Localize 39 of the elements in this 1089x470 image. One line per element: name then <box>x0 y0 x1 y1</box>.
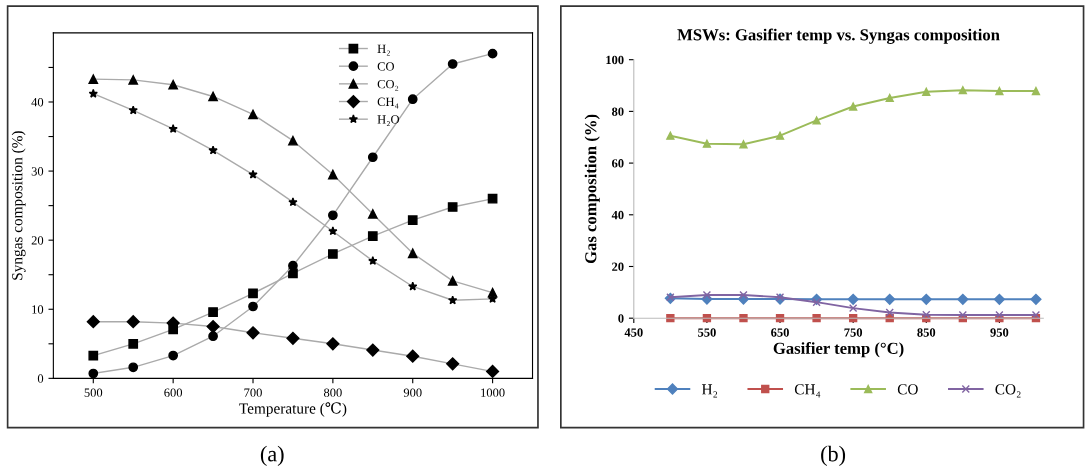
x-tick-label: 950 <box>990 328 1009 337</box>
x-tick-label: 900 <box>403 388 422 397</box>
y-tick-label: 100 <box>606 55 624 65</box>
y-axis-title: Gas composition (%) <box>584 114 600 264</box>
y-tick-label: 60 <box>612 159 624 168</box>
x-tick-label: 800 <box>323 388 342 397</box>
x-tick-label: 750 <box>844 328 863 337</box>
legend-label: CH₄ <box>377 97 399 109</box>
legend-label: CO₂ <box>995 384 1021 398</box>
y-tick-label: 40 <box>611 210 624 220</box>
x-tick-label: 600 <box>164 388 183 397</box>
x-tick-label: 1000 <box>481 388 505 397</box>
legend-label: H₂ <box>377 44 390 56</box>
y-tick-label: 20 <box>612 262 624 271</box>
y-tick-label: 20 <box>31 236 44 245</box>
x-tick-label: 850 <box>917 328 936 337</box>
y-tick-label: 10 <box>32 305 44 314</box>
x-tick-label: 700 <box>244 388 262 397</box>
x-axis-title: Temperature (℃) <box>239 402 347 417</box>
legend-label: CH₄ <box>794 384 821 398</box>
legend-label: H₂O <box>377 115 400 127</box>
y-tick-label: 80 <box>611 107 624 116</box>
x-tick-label: 450 <box>624 328 643 337</box>
x-tick-label: 550 <box>698 328 716 337</box>
text: (b) <box>821 445 846 466</box>
x-axis-title: Gasifier temp (°C) <box>773 342 904 358</box>
chart-title: MSWs: Gasifier temp vs. Syngas composition <box>677 28 1000 44</box>
y-tick-label: 30 <box>31 167 44 176</box>
y-tick-label: 0 <box>618 314 624 323</box>
legend-label: CO <box>897 384 918 395</box>
legend-label: H₂ <box>701 384 718 398</box>
y-tick-label: 0 <box>37 374 44 383</box>
text: (a) <box>260 445 284 466</box>
y-axis-title: Syngas composition (%) <box>11 131 26 280</box>
legend-label: CO₂ <box>377 79 399 91</box>
y-tick-label: 40 <box>31 98 44 107</box>
x-tick-label: 500 <box>84 388 103 397</box>
x-tick-label: 650 <box>771 328 789 337</box>
legend-label: CO <box>377 62 394 71</box>
